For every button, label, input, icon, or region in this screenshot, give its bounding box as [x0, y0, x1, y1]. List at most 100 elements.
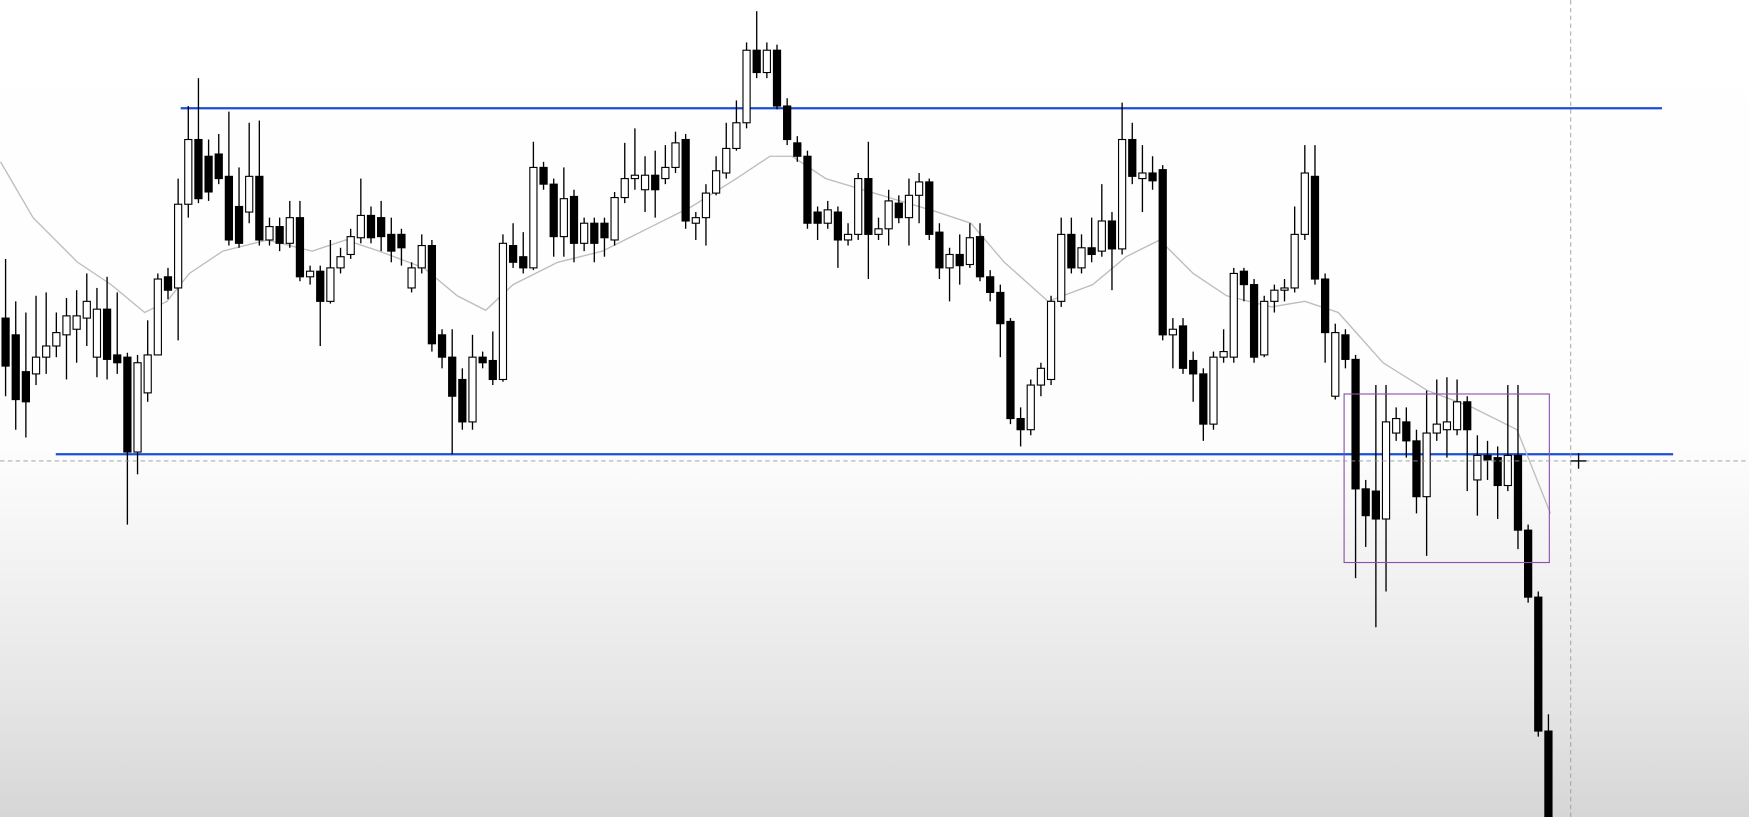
candle-body-up — [965, 237, 974, 266]
candle-body-down — [1148, 172, 1157, 182]
candle-body-up — [1422, 432, 1431, 498]
candle-body-down — [1199, 373, 1208, 425]
candle-body-up — [407, 267, 416, 289]
candle-body-up — [854, 178, 863, 235]
candle-body-down — [864, 178, 873, 235]
candle-body-up — [1290, 233, 1299, 289]
candle-body-down — [833, 211, 843, 241]
candle-body-up — [356, 214, 365, 239]
candle-body-down — [539, 166, 548, 185]
candle-body-down — [1067, 233, 1076, 269]
candle-body-down — [783, 105, 792, 141]
candle-body-down — [275, 226, 284, 244]
candle-body-down — [113, 354, 122, 364]
candle-body-up — [1117, 138, 1127, 250]
candle-body-down — [1310, 175, 1320, 280]
candle-body-down — [1158, 169, 1167, 336]
candle-body-up — [742, 49, 751, 124]
candle-body-up — [133, 362, 142, 453]
candle-body-down — [387, 233, 396, 252]
candle-body-up — [671, 142, 680, 168]
candle-body-down — [377, 217, 386, 238]
moving-average — [0, 155, 1552, 514]
candle-body-up — [945, 253, 954, 269]
candle-body-up — [62, 315, 71, 336]
candle-body-down — [1249, 284, 1259, 358]
candle-body-down — [194, 138, 203, 200]
candle-body-up — [1280, 287, 1289, 291]
candle-body-down — [1544, 730, 1553, 817]
candle-body-down — [458, 378, 467, 423]
candle-body-down — [1320, 278, 1330, 334]
candle-body-down — [1524, 529, 1533, 598]
candle-body-down — [1006, 320, 1015, 420]
candle-body-down — [1351, 358, 1360, 490]
candle-body-up — [1057, 233, 1066, 302]
candle-body-down — [772, 49, 782, 107]
candle-body-up — [701, 192, 711, 219]
candle-body-up — [711, 170, 721, 194]
candle-body-down — [234, 205, 244, 244]
candle-body-down — [508, 244, 518, 263]
candle-body-up — [1381, 421, 1391, 520]
candle-body-up — [346, 236, 355, 256]
candle-body-down — [1483, 454, 1492, 461]
candle-body-up — [498, 242, 508, 381]
candle-body-down — [427, 244, 437, 345]
candle-body-down — [925, 181, 934, 235]
candle-body-up — [1503, 454, 1512, 487]
candle-body-up — [732, 122, 741, 150]
candle-body-up — [42, 345, 51, 358]
candle-body-down — [11, 334, 20, 401]
candle-body-down — [996, 291, 1005, 325]
candle-body-up — [1046, 300, 1056, 381]
candle-body-down — [1, 317, 10, 367]
candle-body-up — [640, 174, 650, 191]
candle-body-up — [82, 300, 91, 319]
candle-body-up — [1392, 417, 1401, 434]
candle-body-up — [884, 200, 893, 230]
candle-body-down — [549, 183, 558, 238]
candle-body-down — [488, 359, 497, 381]
candle-body-up — [722, 147, 731, 174]
candle-body-down — [366, 214, 376, 239]
candle-body-up — [245, 175, 254, 213]
candle-body-down — [1513, 454, 1523, 531]
candle-body-down — [813, 211, 822, 224]
candle-body-up — [630, 174, 640, 180]
candle-body-up — [184, 138, 193, 205]
candle-body-down — [1534, 596, 1543, 732]
candle-body-up — [762, 49, 771, 74]
candle-body-up — [265, 226, 274, 241]
candle-body-up — [874, 228, 883, 235]
candle-body-down — [102, 308, 112, 360]
candle-body-up — [1452, 401, 1462, 431]
candle-body-down — [1189, 359, 1198, 375]
candle-body-up — [580, 222, 589, 244]
candle-body-down — [651, 174, 660, 191]
candle-body-up — [31, 356, 41, 375]
candle-body-down — [1463, 401, 1472, 431]
candle-body-down — [569, 195, 579, 244]
candle-body-up — [417, 244, 426, 269]
candle-body-down — [448, 356, 457, 397]
candle-body-down — [295, 217, 305, 278]
candle-body-up — [52, 332, 61, 347]
candle-body-down — [397, 233, 406, 249]
candle-body-down — [986, 276, 995, 293]
candle-body-up — [468, 356, 477, 423]
candle-body-down — [752, 49, 761, 74]
candle-body-up — [153, 278, 162, 356]
candle-body-down — [935, 231, 944, 269]
candle-body-down — [600, 222, 609, 239]
candle-body-up — [823, 209, 832, 224]
candle-body-down — [224, 175, 234, 241]
candle-body-down — [793, 142, 802, 157]
candle-body-down — [1412, 440, 1421, 498]
candle-body-down — [1361, 488, 1370, 517]
candle-body-up — [72, 315, 81, 330]
candle-body-down — [163, 276, 173, 291]
candle-body-up — [1036, 367, 1046, 386]
